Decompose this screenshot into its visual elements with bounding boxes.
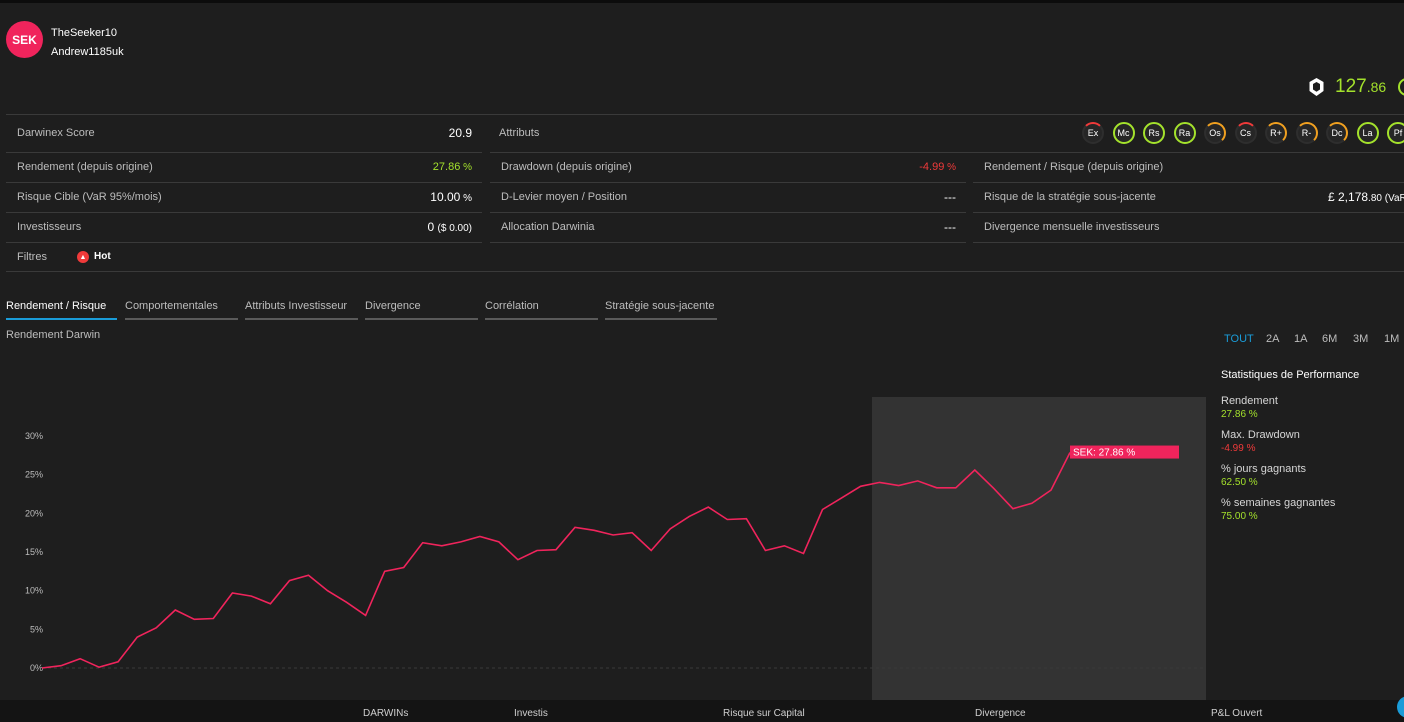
range-tout[interactable]: TOUT [1224,333,1254,345]
stat-value: 27.86 % [1221,409,1258,420]
selection-highlight [872,397,1206,700]
footer-darwins[interactable]: DARWINs [363,708,409,719]
account-names: TheSeeker10 Andrew1185uk [51,24,124,62]
y-tick-label: 15% [25,547,43,557]
stat-value: 75.00 % [1221,511,1258,522]
range-1a[interactable]: 1A [1294,333,1308,345]
shield-icon [1309,78,1324,96]
drawdown-value: -4.99 % [919,161,956,173]
rendement-risque-label: Rendement / Risque (depuis origine) [984,161,1164,173]
divider [6,114,1404,115]
divider [973,182,1404,183]
d-levier-label: D-Levier moyen / Position [501,191,627,203]
footer-bar [0,700,1404,722]
performance-stats: Statistiques de Performance Rendement 27.… [1221,369,1401,522]
divider [973,242,1404,243]
risque-strategie-label: Risque de la stratégie sous-jacente [984,191,1156,203]
attribute-mc-badge[interactable]: Mc [1112,122,1135,144]
d-levier-value: --- [944,190,956,204]
stat-label: Rendement [1221,395,1278,407]
footer-pl-ouvert[interactable]: P&L Ouvert [1211,708,1263,719]
stat-label: % semaines gagnantes [1221,497,1336,509]
score-value: 127.86 [1335,76,1387,97]
allocation-label: Allocation Darwinia [501,221,595,233]
risque-cible-value: 10.00 % [430,190,472,204]
darwin-score-header: 127.86 [1308,76,1404,98]
darwinex-score-value: 20.9 [448,126,472,140]
divider [6,271,1404,272]
chat-bubble-icon[interactable] [1397,696,1404,718]
last-value-label-bg [1070,445,1179,459]
allocation-value: --- [944,220,956,234]
last-value-label: SEK: 27.86 % [1073,448,1135,459]
stat-label: Max. Drawdown [1221,429,1300,441]
y-tick-label: 25% [25,470,43,480]
tab-strategie[interactable]: Stratégie sous-jacente [605,300,717,320]
investisseurs-label: Investisseurs [17,221,82,233]
divider [6,212,482,213]
divider [6,182,482,183]
drawdown-label: Drawdown (depuis origine) [501,161,632,173]
darwinex-score-label: Darwinex Score [17,127,95,139]
rendement-chart[interactable]: 0% 5% 10% 15% 20% 25% 30% SEK: 27.86 % [0,380,1210,700]
y-tick-label: 0% [30,663,43,673]
stat-label: % jours gagnants [1221,463,1306,475]
chart-title: Rendement Darwin [6,329,101,341]
divider [490,242,966,243]
risque-strategie-value: £ 2,178.80 (VaR [1328,190,1404,204]
range-3m[interactable]: 3M [1353,333,1369,345]
investisseurs-value: 0 ($ 0.00) [427,220,473,234]
range-2a[interactable]: 2A [1266,333,1280,345]
hot-filter-icon: ▲ [77,251,89,263]
divider [490,182,966,183]
divider [973,212,1404,213]
tab-correlation[interactable]: Corrélation [485,300,598,320]
stat-value: 62.50 % [1221,477,1258,488]
range-1m[interactable]: 1M [1384,333,1400,345]
attribute-ra-badge[interactable]: Ra [1173,122,1196,144]
filtres-label: Filtres [17,251,47,263]
footer-risque-capital[interactable]: Risque sur Capital [723,708,805,719]
attribute-la-badge[interactable]: La [1356,122,1379,144]
range-6m[interactable]: 6M [1322,333,1338,345]
attribute-dc-badge[interactable]: Dc [1326,122,1348,144]
top-border [0,0,1404,3]
tab-divergence[interactable]: Divergence [365,300,478,320]
divider [490,212,966,213]
footer-divergence[interactable]: Divergence [975,708,1026,719]
divider [6,242,482,243]
series-line-sek [41,452,1071,669]
attribute-rminus-badge[interactable]: R- [1295,122,1318,144]
avatar: SEK [6,21,43,58]
y-tick-label: 10% [25,586,43,596]
y-tick-label: 30% [25,431,43,441]
attribute-ex-badge[interactable]: Ex [1082,122,1104,144]
risque-cible-label: Risque Cible (VaR 95%/mois) [17,191,162,203]
stat-value: -4.99 % [1221,443,1256,454]
rendement-label: Rendement (depuis origine) [17,161,153,173]
score-ring-icon [1398,78,1404,96]
investor-name[interactable]: Andrew1185uk [51,46,124,58]
tab-rendement-risque[interactable]: Rendement / Risque [6,300,117,320]
attributs-label: Attributs [499,127,540,139]
attribute-rs-badge[interactable]: Rs [1143,122,1165,144]
attribute-cs-badge[interactable]: Cs [1234,122,1257,144]
y-tick-label: 20% [25,508,43,518]
divergence-label: Divergence mensuelle investisseurs [984,221,1160,233]
stats-heading: Statistiques de Performance [1221,369,1360,381]
attribute-os-badge[interactable]: Os [1204,122,1226,144]
hot-filter-label[interactable]: Hot [94,251,111,262]
divider [6,152,482,153]
rendement-value: 27.86 % [432,161,472,173]
tab-attributs-investisseur[interactable]: Attributs Investisseur [245,300,358,320]
footer-investis[interactable]: Investis [514,708,548,719]
tab-comportementales[interactable]: Comportementales [125,300,238,320]
divider [490,152,1404,153]
attribute-pf-badge[interactable]: Pf [1387,122,1404,144]
y-tick-label: 5% [30,624,43,634]
trader-name[interactable]: TheSeeker10 [51,27,118,39]
attribute-rplus-badge[interactable]: R+ [1265,122,1287,144]
